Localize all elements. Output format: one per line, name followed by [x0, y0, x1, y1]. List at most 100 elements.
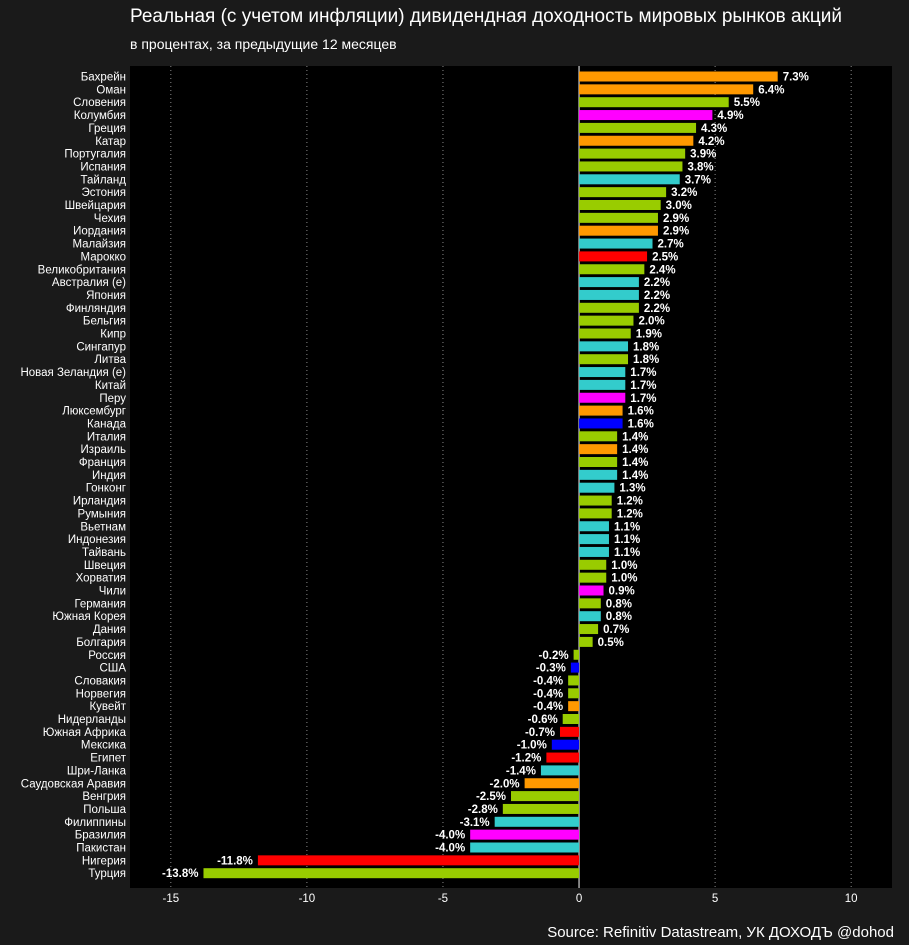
category-label: Нидерланды — [58, 714, 126, 726]
data-label: 2.2% — [644, 277, 670, 289]
data-label: 1.8% — [633, 341, 659, 353]
data-label: 1.7% — [630, 393, 656, 405]
bar — [579, 572, 607, 583]
category-label: Польша — [83, 804, 126, 816]
data-label: -2.0% — [490, 778, 520, 790]
bar — [579, 71, 778, 82]
category-label: Шри-Ланка — [67, 765, 127, 777]
data-label: 3.2% — [671, 187, 697, 199]
data-label: 2.5% — [652, 251, 678, 263]
data-label: 1.4% — [622, 444, 648, 456]
data-label: 1.1% — [614, 521, 640, 533]
category-label: Новая Зеландия (е) — [20, 367, 126, 379]
category-label: Дания — [93, 624, 126, 636]
data-label: 1.0% — [611, 573, 637, 585]
category-label: Россия — [88, 650, 126, 662]
data-label: 1.4% — [622, 457, 648, 469]
category-label: Колумбия — [74, 110, 126, 122]
data-label: 4.3% — [701, 123, 727, 135]
bar — [579, 611, 601, 622]
bar — [579, 161, 683, 172]
category-label: Бахрейн — [81, 72, 126, 84]
category-label: Болгария — [76, 637, 126, 649]
data-label: 1.8% — [633, 354, 659, 366]
bar — [470, 842, 580, 853]
category-label: Великобритания — [38, 264, 126, 276]
category-label: Франция — [79, 457, 126, 469]
data-label: -1.2% — [511, 753, 541, 765]
data-label: 6.4% — [758, 84, 784, 96]
category-label: Тайвань — [82, 547, 126, 559]
bar — [579, 251, 648, 262]
data-label: 5.5% — [734, 97, 760, 109]
bar — [579, 598, 601, 609]
data-label: 1.2% — [617, 496, 643, 508]
category-label: Пакистан — [76, 843, 126, 855]
category-label: Тайланд — [81, 174, 127, 186]
category-label: Норвегия — [76, 688, 126, 700]
data-label: 4.2% — [698, 136, 724, 148]
data-label: 1.0% — [611, 560, 637, 572]
data-label: 2.4% — [649, 264, 675, 276]
chart-subtitle: в процентах, за предыдущие 12 месяцев — [130, 36, 397, 52]
category-label: Словения — [73, 97, 126, 109]
category-label: Чехия — [94, 213, 126, 225]
category-label: Румыния — [78, 508, 126, 520]
data-label: -0.4% — [533, 701, 563, 713]
data-label: 1.4% — [622, 431, 648, 443]
category-label: Катар — [95, 136, 126, 148]
data-label: 1.3% — [619, 483, 645, 495]
category-label: Швейцария — [65, 200, 126, 212]
category-label: Индонезия — [68, 534, 126, 546]
bar — [579, 289, 639, 300]
data-label: 2.9% — [663, 213, 689, 225]
bar — [579, 495, 612, 506]
category-label: Индия — [92, 470, 126, 482]
category-label: Египет — [90, 753, 127, 765]
bar — [546, 752, 580, 763]
data-label: 0.8% — [606, 611, 632, 623]
bar — [579, 238, 653, 249]
data-label: 1.4% — [622, 470, 648, 482]
bar — [579, 200, 661, 210]
bar — [579, 187, 667, 198]
bar — [579, 521, 609, 532]
data-label: -1.4% — [506, 765, 536, 777]
bar — [579, 97, 729, 108]
data-label: 1.7% — [630, 367, 656, 379]
bar — [551, 739, 580, 750]
source-note: Source: Refinitiv Datastream, УК ДОХОДЪ … — [547, 924, 894, 941]
bar — [470, 829, 580, 840]
bar — [579, 148, 686, 159]
category-label: Сингапур — [76, 341, 126, 353]
data-label: 1.7% — [630, 380, 656, 392]
category-label: Литва — [94, 354, 126, 366]
bar — [579, 354, 629, 365]
bar — [579, 122, 697, 133]
bar — [579, 457, 618, 467]
bar — [579, 431, 618, 442]
bar — [579, 302, 639, 313]
data-label: 3.9% — [690, 149, 716, 161]
bar — [579, 636, 593, 647]
bar — [524, 778, 580, 789]
category-label: Израиль — [81, 444, 126, 456]
bar — [579, 405, 623, 416]
bar — [579, 508, 612, 519]
category-label: Хорватия — [76, 573, 126, 585]
x-tick-label: 0 — [576, 893, 582, 905]
data-label: -2.5% — [476, 791, 506, 803]
data-label: 1.9% — [636, 329, 662, 341]
bar — [579, 379, 626, 390]
category-label: Перу — [99, 393, 126, 405]
data-label: 0.5% — [598, 637, 624, 649]
category-label: Кипр — [100, 329, 126, 341]
category-label: Саудовская Аравия — [21, 778, 126, 790]
data-label: -13.8% — [162, 868, 198, 880]
category-label: Венгрия — [82, 791, 126, 803]
bar — [579, 135, 694, 146]
bar — [568, 675, 580, 686]
data-label: 1.6% — [628, 418, 654, 430]
bar — [579, 212, 658, 223]
